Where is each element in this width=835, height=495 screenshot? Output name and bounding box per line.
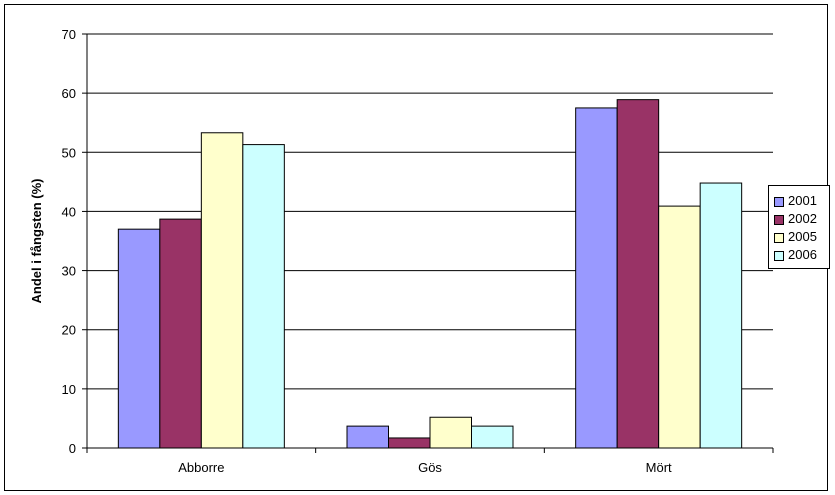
x-tick-label: Gös: [418, 460, 442, 475]
legend-label: 2001: [788, 193, 817, 208]
bars: [117, 99, 743, 449]
bar-2005-Abborre: [200, 132, 244, 449]
bar-2001-Gös: [346, 425, 389, 449]
legend-swatch: [774, 233, 784, 243]
legend-item-2001: 2001: [774, 192, 829, 210]
legend-label: 2005: [788, 229, 817, 244]
x-tick-labels: Abborre Gös Mört: [86, 448, 774, 475]
legend: 2001 2002 2005 2006: [768, 185, 830, 269]
y-tick-label: 20: [62, 323, 76, 338]
legend-swatch: [774, 215, 784, 225]
x-tick-label: Mört: [646, 460, 672, 475]
legend-item-2006: 2006: [774, 246, 829, 264]
bar-2005-Gös: [429, 416, 472, 449]
y-axis-label: Andel i fångsten (%): [29, 179, 44, 304]
y-tick-label: 60: [62, 86, 76, 101]
legend-item-2005: 2005: [774, 228, 829, 246]
bar-2005-Mört: [658, 205, 701, 449]
legend-swatch: [774, 251, 784, 261]
y-tick-label: 70: [62, 27, 76, 42]
bar-2006-Mört: [699, 182, 743, 449]
legend-label: 2002: [788, 211, 817, 226]
bar-2001-Abborre: [117, 228, 161, 449]
bar-2001-Mört: [575, 107, 618, 449]
y-tick-label: 30: [62, 264, 76, 279]
bar-2002-Gös: [388, 437, 431, 449]
legend-label: 2006: [788, 247, 817, 262]
x-tick-label: Abborre: [178, 460, 224, 475]
y-tick-label: 50: [62, 145, 76, 160]
bar-2002-Abborre: [159, 218, 202, 449]
legend-item-2002: 2002: [774, 210, 829, 228]
bar-2002-Mört: [616, 99, 660, 449]
legend-swatch: [774, 197, 784, 207]
y-tick-label: 10: [62, 382, 76, 397]
y-tick-label: 0: [69, 441, 76, 456]
y-tick-label: 40: [62, 204, 76, 219]
y-tick-labels: 0 10 20 30 40 50 60 70: [62, 27, 87, 456]
bar-2006-Abborre: [242, 144, 285, 449]
bar-2006-Gös: [471, 425, 514, 449]
